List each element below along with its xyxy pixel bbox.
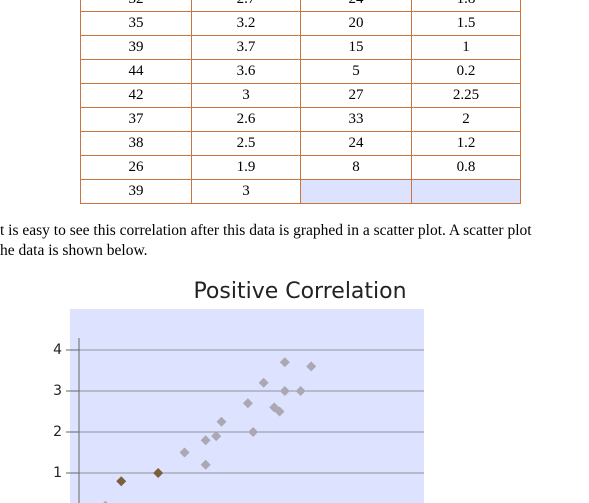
table-row: 38 2.5 24 1.2 <box>80 131 521 156</box>
table-row: 322.7241.8 <box>80 0 521 12</box>
y-tick-label: 4 <box>53 342 62 358</box>
y-tick-label: 3 <box>53 383 62 399</box>
table-cell: 15 <box>300 35 412 60</box>
table-cell: 2.25 <box>411 83 521 108</box>
point <box>295 386 306 396</box>
table-cell <box>411 179 521 204</box>
point <box>274 406 285 417</box>
point <box>242 398 253 409</box>
table-cell: 37 <box>80 107 192 132</box>
point <box>116 476 127 487</box>
table-cell: 38 <box>80 131 192 156</box>
table-row: 42 3 27 2.25 <box>80 83 521 108</box>
point <box>216 416 227 427</box>
table-cell: 1.2 <box>411 131 521 156</box>
point <box>103 500 108 503</box>
table-cell: 33 <box>300 107 412 132</box>
y-tick-label: 2 <box>53 424 62 440</box>
point <box>306 361 317 372</box>
table-cell <box>300 179 412 204</box>
table-row: 35 3.2 20 1.5 <box>80 11 521 36</box>
table-cell: 0.2 <box>411 59 521 84</box>
paragraph-line: t is easy to see this correlation after … <box>0 222 532 239</box>
point <box>200 435 211 446</box>
point <box>179 447 190 458</box>
point <box>200 459 211 470</box>
point <box>279 386 290 396</box>
table-cell: 24 <box>300 131 412 156</box>
chart-title: Positive Correlation <box>193 279 406 304</box>
table-cell: 1.9 <box>191 155 301 180</box>
paragraph-line: he data is shown below. <box>0 242 148 259</box>
table-cell: 1 <box>411 35 521 60</box>
table-cell: 39 <box>80 179 192 204</box>
table-row: 37 2.6 33 2 <box>80 107 521 132</box>
table-row: 39 3 <box>80 179 521 204</box>
table-row: 44 3.6 5 0.2 <box>80 59 521 84</box>
table-row: 39 3.7 15 1 <box>80 35 521 60</box>
table-cell: 2 <box>411 107 521 132</box>
table-cell: 2.5 <box>191 131 301 156</box>
table-cell: 3 <box>191 179 301 204</box>
point <box>248 427 259 437</box>
table-cell: 3.7 <box>191 35 301 60</box>
point <box>211 431 222 442</box>
y-tick-label: 1 <box>53 465 62 481</box>
data-table: 322.7241.8353.2201.5393.7151443.650.2423… <box>80 0 521 204</box>
point <box>153 468 164 478</box>
table-cell: 3.2 <box>191 11 301 36</box>
point <box>258 377 269 388</box>
table-cell: 1.5 <box>411 11 521 36</box>
table-cell: 39 <box>80 35 192 60</box>
table-row: 26 1.9 8 0.8 <box>80 155 521 180</box>
point <box>279 357 290 368</box>
